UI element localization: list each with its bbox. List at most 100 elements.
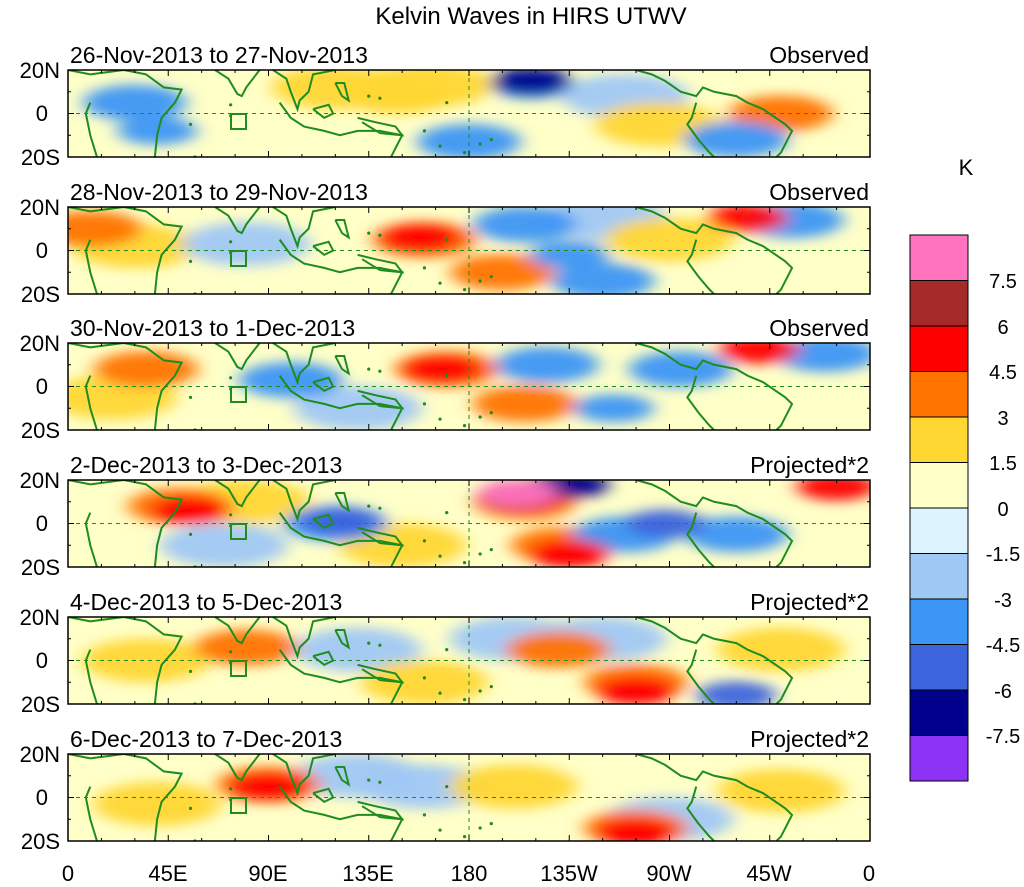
colorbar-label-7_5: 7.5 [989, 271, 1017, 293]
box-marker [230, 250, 247, 267]
panel-date-range: 6-Dec-2013 to 7-Dec-2013 [70, 726, 342, 752]
colorbar-swatch-6 [909, 462, 969, 509]
coastline-layer [68, 617, 794, 704]
island-dot-8 [489, 138, 493, 142]
anomaly-cell-7 [550, 262, 655, 294]
panel-date-range: 4-Dec-2013 to 5-Dec-2013 [70, 589, 342, 615]
colorbar-label-4_5: 4.5 [989, 362, 1017, 384]
island-dot-10 [378, 506, 382, 510]
coastline-segment-0 [68, 343, 184, 430]
island-dot-2 [188, 806, 193, 810]
anomaly-cell-10 [117, 116, 198, 145]
anomaly-cell-1 [159, 523, 288, 567]
coastline-segment-6 [334, 219, 351, 240]
map-panel-4: 2-Dec-2013 to 3-Dec-2013 Projected*2 20N… [20, 452, 871, 580]
island-dot-10 [378, 233, 382, 237]
panel-kind-label: Projected*2 [750, 726, 869, 752]
island-dot-4 [422, 129, 427, 133]
anomaly-cell-7 [506, 631, 611, 668]
box-marker [230, 660, 247, 677]
coastline-segment-7 [357, 389, 405, 410]
panel-ticks [67, 753, 871, 842]
lat-label-south: 20S [21, 282, 60, 307]
island-dot-8 [489, 411, 493, 415]
colorbar-label-3: 3 [997, 408, 1008, 430]
island-dot-4 [422, 539, 427, 543]
island-dot-9 [445, 374, 449, 378]
island-dot-5 [438, 554, 442, 558]
coastline-segment-2 [214, 207, 261, 235]
colorbar-label-6: 6 [997, 317, 1008, 339]
island-dot-6 [462, 151, 467, 155]
anomaly-cell-2 [182, 221, 311, 266]
island-dot-0 [229, 103, 233, 107]
coastline-segment-0 [68, 754, 184, 841]
coastline-segment-3 [272, 480, 336, 523]
island-dot-2 [188, 122, 193, 126]
lon-axis: 0 45E 90E 135E 180 135W 90W 45W 0 [62, 861, 875, 886]
anomaly-cell-6 [472, 385, 577, 422]
anomaly-cell-12 [529, 539, 610, 567]
coastline-segment-0 [68, 617, 184, 704]
island-dot-6 [462, 698, 467, 702]
colorbar-label-1_5: 1.5 [989, 453, 1017, 475]
panel-ticks [67, 69, 871, 158]
coastline-segment-0 [68, 70, 184, 157]
lat-label-equator: 0 [36, 785, 48, 810]
lat-label-south: 20S [21, 692, 60, 717]
island-dot-11 [367, 641, 371, 645]
lat-label-north: 20N [20, 58, 60, 83]
island-dot-10 [378, 369, 382, 373]
anomaly-cell-8 [684, 516, 789, 553]
lat-label-south: 20S [21, 829, 60, 854]
colorbar-label-neg1_5: -1.5 [986, 544, 1020, 566]
island-dot-5 [438, 691, 442, 695]
island-dot-10 [378, 643, 382, 647]
anomaly-cell-5 [68, 210, 143, 247]
anomaly-cell-11 [718, 343, 799, 364]
panel-kind-label: Observed [769, 42, 869, 68]
lat-label-north: 20N [20, 468, 60, 493]
island-dot-2 [188, 532, 193, 536]
colorbar-unit: K [959, 155, 974, 180]
anomaly-layer [81, 617, 845, 704]
island-dot-0 [229, 513, 233, 517]
island-dot-7 [478, 826, 482, 830]
anomaly-cell-7 [417, 123, 521, 157]
island-dot-9 [445, 101, 449, 105]
island-dot-0 [229, 650, 233, 654]
panel-date-range: 30-Nov-2013 to 1-Dec-2013 [70, 315, 355, 341]
coastline-segment-2 [214, 343, 261, 371]
colorbar-label-neg4_5: -4.5 [986, 635, 1020, 657]
lat-label-north: 20N [20, 331, 60, 356]
lat-label-equator: 0 [36, 101, 48, 126]
lat-label-equator: 0 [36, 238, 48, 263]
panel-kind-label: Observed [769, 179, 869, 205]
anomaly-cell-4 [716, 768, 845, 813]
colorbar-label-neg3: -3 [994, 590, 1012, 612]
island-dot-9 [445, 511, 449, 515]
box-marker [230, 797, 247, 814]
panel-date-range: 26-Nov-2013 to 27-Nov-2013 [70, 42, 368, 68]
map-panel-5: 4-Dec-2013 to 5-Dec-2013 Projected*2 20N… [20, 589, 871, 717]
box-marker [230, 386, 247, 403]
coastline-segment-2 [214, 617, 261, 645]
coastline-segment-1 [84, 102, 98, 157]
anomaly-cell-9 [150, 496, 231, 525]
coastline-segment-6 [334, 355, 351, 376]
island-dot-11 [367, 231, 371, 235]
anomaly-cell-4 [716, 627, 845, 672]
colorbar-label-neg7_5: -7.5 [986, 726, 1020, 748]
lon-label-135w: 135W [540, 861, 598, 886]
anomaly-cell-9 [450, 254, 555, 291]
island-dot-9 [445, 238, 449, 242]
lat-label-equator: 0 [36, 374, 48, 399]
island-dot-8 [489, 275, 493, 279]
coastline-segment-6 [334, 766, 351, 787]
anomaly-layer [93, 754, 845, 841]
colorbar-swatch-4 [909, 371, 969, 418]
lat-label-equator: 0 [36, 648, 48, 673]
island-dot-4 [422, 676, 427, 680]
anomaly-cell-8 [228, 772, 309, 801]
coastline-segment-1 [84, 649, 98, 704]
